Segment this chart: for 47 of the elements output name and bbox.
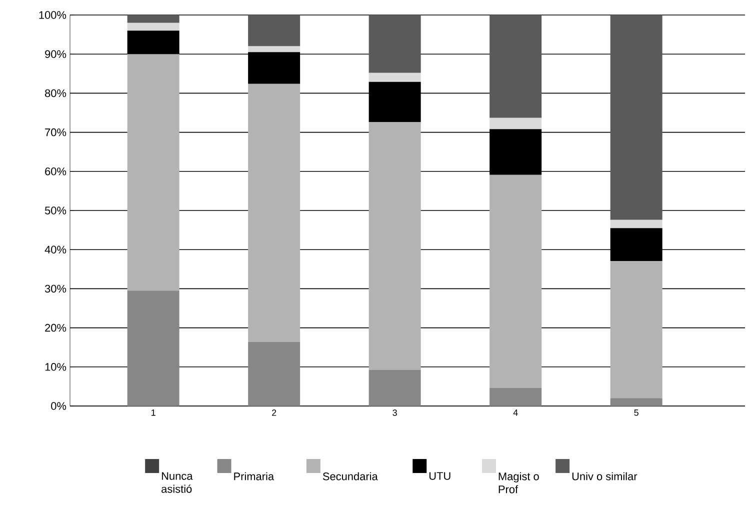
bar: [127, 290, 180, 406]
legend-label: Secundaria: [322, 472, 378, 480]
y-tick-label: 40%: [44, 246, 66, 254]
bar: [368, 14, 421, 73]
legend-label: UTU: [429, 472, 450, 480]
x-tick-label: 1: [152, 410, 156, 416]
bar: [248, 46, 300, 52]
bar: [610, 260, 662, 398]
y-tick-label: 80%: [45, 89, 66, 98]
bar: [490, 388, 542, 406]
bar: [368, 370, 421, 406]
bar: [248, 342, 300, 406]
legend-label: Univ o similar: [572, 472, 638, 480]
bar: [610, 220, 662, 228]
bar: [368, 82, 421, 122]
bar: [490, 129, 542, 175]
legend-label: Primaria: [234, 472, 274, 480]
bar: [368, 72, 421, 82]
y-tick-label: 50%: [44, 206, 66, 214]
legend-label: Nunca asistió: [162, 472, 193, 493]
bar: [127, 14, 180, 23]
legend-label: Magist o Prof: [498, 472, 539, 494]
bar: [368, 122, 421, 370]
bar: [248, 52, 300, 84]
bar: [248, 84, 300, 342]
bar: [610, 14, 662, 220]
y-tick-label: 70%: [45, 128, 66, 136]
y-tick-label: 100%: [39, 11, 66, 19]
bar: [127, 22, 180, 31]
y-tick-label: 20%: [45, 324, 66, 332]
bar: [610, 228, 662, 261]
x-tick-label: 5: [634, 410, 638, 416]
x-tick-label: 4: [513, 410, 518, 416]
y-tick-label: 60%: [45, 168, 66, 176]
bar: [490, 118, 542, 130]
y-tick-label: 10%: [45, 363, 66, 371]
x-tick-label: 3: [392, 410, 397, 416]
bar: [490, 14, 542, 118]
y-tick-label: 90%: [45, 50, 66, 58]
bar: [127, 54, 180, 291]
bar: [610, 398, 662, 406]
bar: [490, 174, 542, 388]
bar: [127, 30, 180, 54]
bar: [248, 14, 300, 46]
y-tick-label: 0%: [51, 402, 66, 410]
x-tick-label: 2: [272, 410, 276, 416]
y-tick-label: 30%: [44, 284, 66, 293]
